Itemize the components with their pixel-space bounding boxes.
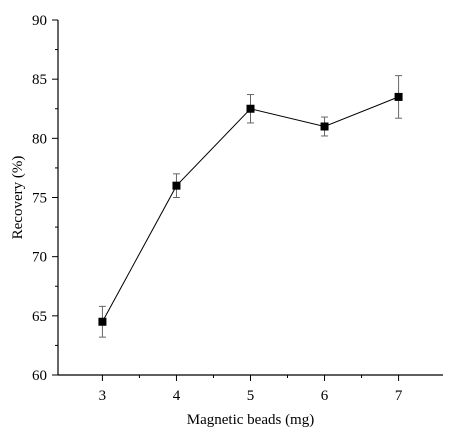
y-tick-label: 60 [32,368,47,384]
y-axis-ticks: 60 65 70 75 80 85 90 [32,13,58,384]
x-tick-label: 7 [395,388,403,404]
data-point [320,122,329,131]
data-point [394,92,403,101]
x-tick-label: 6 [321,388,329,404]
y-tick-label: 65 [32,309,47,325]
x-axis-ticks: 3 4 5 6 7 [99,375,403,404]
y-tick-label: 80 [32,131,47,147]
y-axis-title: Recovery (%) [10,156,26,240]
y-tick-label: 75 [32,191,47,207]
y-tick-label: 70 [32,250,47,266]
data-point [172,181,181,190]
data-point [246,104,255,113]
x-axis-title: Magnetic beads (mg) [187,412,314,428]
data-point [98,317,107,326]
x-tick-label: 4 [173,388,181,404]
series-line [101,96,399,323]
series-recovery [98,75,403,338]
y-tick-label: 85 [32,72,47,88]
y-tick-label: 90 [32,13,47,29]
x-tick-label: 5 [247,388,255,404]
x-tick-label: 3 [99,388,107,404]
